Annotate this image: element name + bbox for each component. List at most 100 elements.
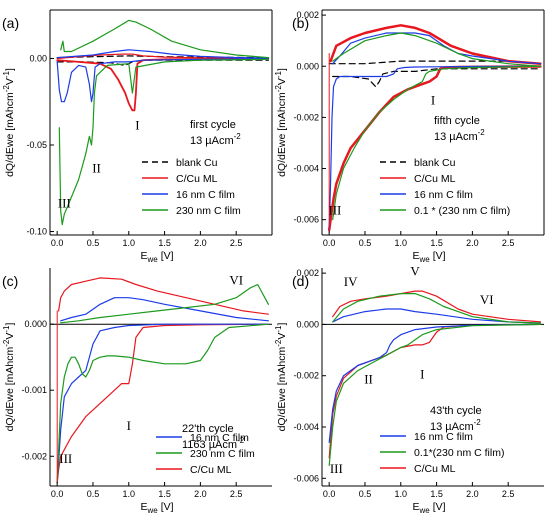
series-line-6	[56, 323, 269, 484]
peak-label: III	[328, 203, 341, 218]
y-tick-label: 0.000	[296, 61, 319, 71]
peak-label: II	[364, 371, 373, 386]
x-axis-title-sub: we	[146, 506, 158, 515]
x-tick-label: 2.5	[230, 489, 243, 499]
cycle-annotation-line: 13 µAcm-2	[434, 128, 485, 143]
series-line-5	[332, 293, 542, 324]
series-group	[327, 24, 542, 233]
x-axis-title-sub: we	[146, 255, 158, 264]
x-tick-label: 2.5	[502, 238, 515, 248]
y-axis-title-ylabel-end: ]	[276, 68, 288, 71]
y-axis-title: dQ/dEwe [mAhcm-2V-1]	[274, 68, 288, 177]
legend-label: 16 nm C film	[414, 431, 473, 443]
y-tick-label: 0.002	[296, 10, 319, 20]
y-tick-label: -0.004	[293, 422, 319, 432]
legend-label: blank Cu	[176, 157, 218, 169]
x-tick-label: 1.0	[395, 489, 408, 499]
x-axis-title-sub: we	[418, 506, 430, 515]
cycle-annotation-line: 22'th cycle	[182, 423, 234, 435]
legend-label: C/Cu ML	[414, 173, 456, 185]
y-tick-label: -0.10	[26, 227, 47, 237]
series-group	[50, 277, 272, 484]
chart-panel-a: 0.0 0.5 1.0 1.5 2.0 2.5 0.00 -0.05 -0.10 Ewe [V] dQ…	[2, 9, 273, 264]
peak-label: III	[58, 195, 71, 210]
y-axis-title-ylabel-exp2: -1	[2, 70, 11, 78]
x-tick-label: 0.0	[323, 489, 336, 499]
x-axis-title: Ewe [V]	[412, 501, 445, 515]
peak-label: I	[431, 93, 435, 108]
y-axis-title-ylabel-exp1: -2	[274, 85, 283, 93]
x-axis-title: Ewe [V]	[412, 250, 445, 264]
x-tick-label: 0.5	[359, 238, 372, 248]
legend-label: 230 nm C film	[176, 205, 241, 217]
cycle-annotation-text: 43'th cycle	[430, 405, 482, 417]
x-tick-label: 1.5	[158, 238, 171, 248]
x-tick-label: 2.0	[194, 238, 207, 248]
y-axis-title-ylabel-mid: V	[276, 333, 288, 340]
legend-label: 16 nm C film	[414, 189, 473, 201]
y-tick-label: -0.002	[21, 451, 47, 461]
legend-label: 0.1 * (230 nm C film)	[414, 205, 510, 217]
cycle-annotation-sup: -2	[237, 436, 245, 445]
y-axis-title: dQ/dEwe [mAhcm-2V-1]	[274, 323, 288, 432]
series-line-3	[332, 308, 542, 324]
y-axis-title-ylabel: dQ/dEwe [mAhcm	[4, 92, 16, 177]
y-tick-label: -0.001	[21, 385, 47, 395]
x-tick-label: 2.5	[230, 238, 243, 248]
y-axis-title-ylabel-end: ]	[4, 68, 16, 71]
series-line-6	[328, 323, 542, 467]
cycle-annotation-line: 1163 µAcm-2	[182, 436, 245, 451]
y-axis-title-ylabel-exp1: -2	[2, 85, 11, 93]
x-axis-title: Ewe [V]	[140, 250, 173, 264]
chart-panel-c: 0.0 0.5 1.0 1.5 2.0 2.5 0.000 -0.001 -0.002 Ewe [V…	[2, 268, 272, 515]
chart-panel-d: 0.0 0.5 1.0 1.5 2.0 2.5 0.002 0.000 -0.002 -0.004…	[274, 264, 544, 515]
cycle-annotation-text: 1163 µAcm	[182, 439, 237, 451]
y-axis-title-ylabel: dQ/dEwe [mAhcm	[276, 347, 288, 432]
cycle-annotation-line: 13 µAcm-2	[190, 132, 241, 147]
peak-label: II	[92, 161, 101, 176]
y-axis-title-ylabel-exp2: -1	[274, 70, 283, 78]
series-line-1	[332, 68, 542, 88]
series-line-6	[332, 32, 542, 67]
series-line-0	[328, 60, 542, 65]
y-tick-label: 0.000	[24, 319, 47, 329]
series-line-7	[332, 65, 542, 221]
x-tick-label: 1.5	[158, 489, 171, 499]
legend-label: 16 nm C film	[190, 432, 249, 444]
series-line-4	[56, 49, 269, 59]
legend-label: 230 nm C film	[190, 448, 255, 460]
cycle-annotation-line: first cycle	[190, 119, 236, 131]
x-tick-label: 2.5	[502, 489, 515, 499]
y-axis-title: dQ/dEwe [mAhcm-2V-1]	[2, 323, 16, 432]
legend-label: 16 nm C film	[176, 189, 235, 201]
x-axis-title-sub: we	[418, 255, 430, 264]
legend-label: blank Cu	[414, 157, 456, 169]
peak-label: VI	[229, 273, 243, 288]
peak-label: I	[127, 418, 131, 433]
cycle-annotation-sup: -2	[234, 132, 242, 141]
panel-label: (d)	[292, 273, 309, 289]
series-line-3	[60, 297, 269, 322]
x-tick-label: 0.0	[51, 238, 64, 248]
y-axis-title-ylabel-exp1: -2	[274, 339, 283, 347]
y-axis-title-ylabel-exp2: -1	[274, 325, 283, 333]
legend-label: C/Cu ML	[190, 464, 232, 476]
chart-panel-b: 0.0 0.5 1.0 1.5 2.0 2.5 0.002 0.000 -0.002 -0.004…	[274, 9, 545, 264]
y-axis-title-ylabel-mid: V	[4, 78, 16, 85]
peak-label: VI	[480, 292, 494, 307]
x-axis-title-unit: [V]	[433, 501, 446, 513]
x-axis-title-main: E	[412, 250, 419, 262]
x-tick-label: 1.0	[123, 238, 136, 248]
series-line-5	[56, 58, 269, 103]
legend-label: C/Cu ML	[176, 173, 218, 185]
series-line-6	[60, 19, 269, 59]
x-axis-title-unit: [V]	[161, 250, 174, 262]
x-tick-label: 2.0	[466, 238, 479, 248]
y-tick-label: 0.000	[296, 319, 319, 329]
cycle-annotation-line: 43'th cycle	[430, 405, 482, 417]
x-tick-label: 0.0	[323, 238, 336, 248]
x-axis-title-unit: [V]	[433, 250, 446, 262]
series-line-4	[332, 32, 542, 65]
peak-label: III	[59, 451, 72, 466]
x-tick-label: 2.0	[466, 489, 479, 499]
